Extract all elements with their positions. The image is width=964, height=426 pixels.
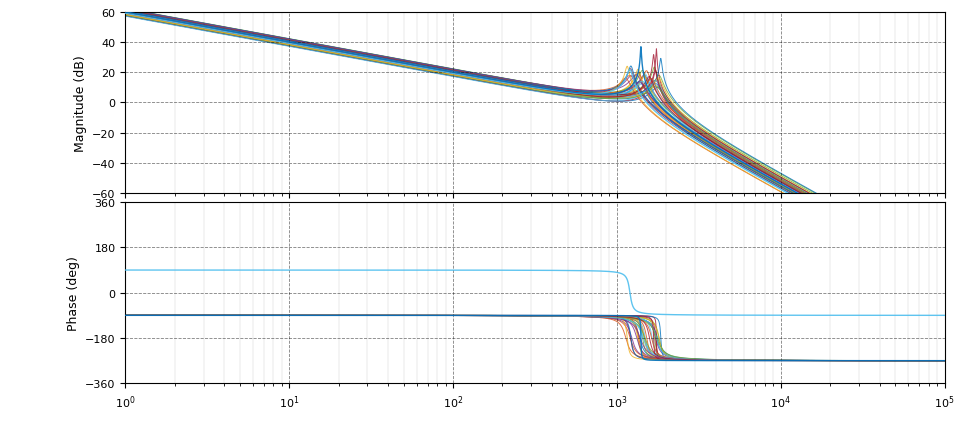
Y-axis label: Magnitude (dB): Magnitude (dB) bbox=[73, 55, 87, 151]
Y-axis label: Phase (deg): Phase (deg) bbox=[67, 256, 80, 330]
